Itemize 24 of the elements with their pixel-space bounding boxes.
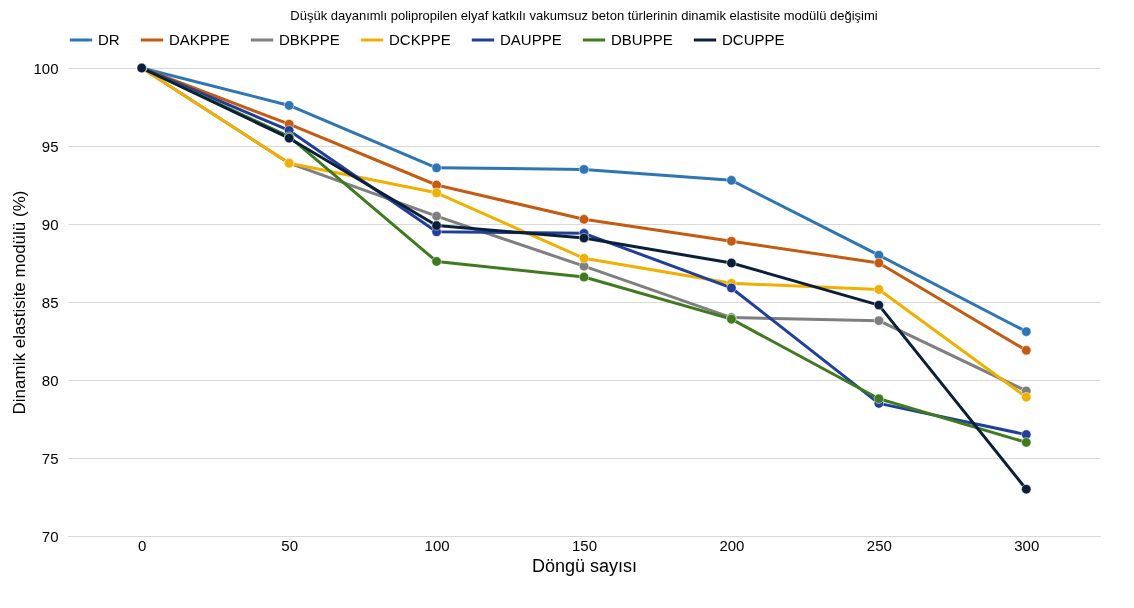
- legend-label: DCUPPE: [722, 31, 785, 48]
- x-tick-label: 300: [1014, 536, 1040, 554]
- x-tick-label: 150: [571, 536, 598, 554]
- y-tick-label: 100: [33, 59, 59, 77]
- legend-label: DBKPPE: [279, 31, 340, 48]
- y-tick-label: 70: [41, 527, 59, 545]
- legend-label: DCKPPE: [389, 31, 451, 48]
- x-tick-label: 200: [719, 536, 745, 554]
- x-tick-label: 100: [424, 536, 450, 554]
- y-axis-title: Dinamik elastisite modülü (%): [10, 190, 30, 415]
- legend-label: DR: [98, 31, 120, 48]
- x-tick-label: 0: [138, 536, 147, 554]
- legend-label: DAUPPE: [500, 31, 562, 48]
- x-axis-title: Döngü sayısı: [531, 555, 638, 576]
- y-tick-label: 90: [41, 215, 59, 233]
- x-tick-label: 50: [281, 536, 298, 554]
- x-tick-label: 250: [866, 536, 892, 554]
- legend-label: DBUPPE: [611, 31, 673, 48]
- y-tick-label: 85: [41, 293, 59, 311]
- chart-title: Düşük dayanımlı polipropilen elyaf katkılı vakumsuz beton türlerinin dinamik elastisite modülü değişimi: [290, 8, 878, 23]
- y-tick-label: 95: [41, 137, 59, 155]
- y-tick-label: 80: [41, 371, 59, 389]
- y-tick-label: 75: [41, 449, 59, 467]
- legend-label: DAKPPE: [169, 31, 230, 48]
